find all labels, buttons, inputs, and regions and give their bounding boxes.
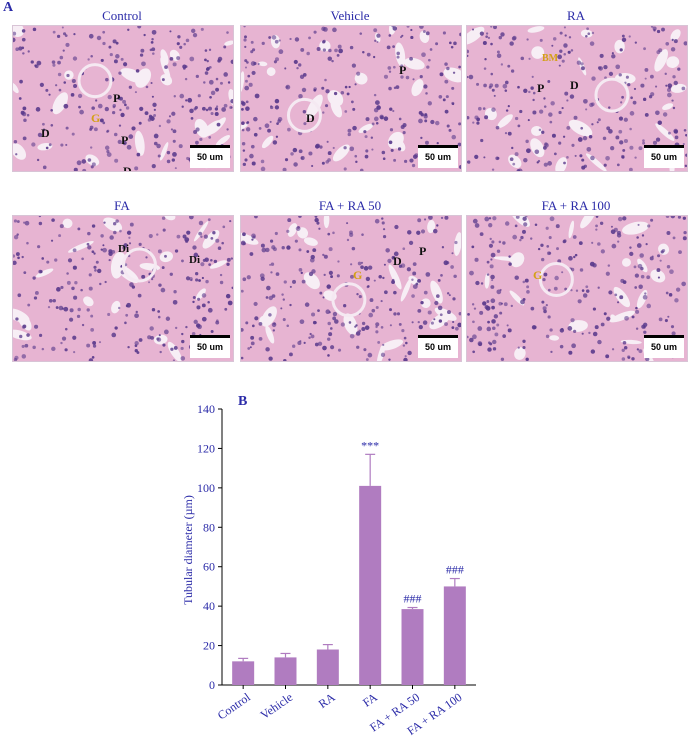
y-tick-label: 140 <box>197 402 215 416</box>
label-g: G <box>533 268 543 282</box>
tubular-diameter-chart: B Tubular diameter (µm) 0 20 40 60 80 100 120 1… <box>181 394 476 738</box>
scale-bar: 50 um <box>418 145 458 168</box>
label-bm: BM <box>542 53 559 64</box>
label-d: D <box>41 126 50 140</box>
micrograph-ra: RA BM P D 50 um <box>466 8 688 172</box>
y-tick-label: 20 <box>203 639 215 653</box>
label-p: P <box>537 81 545 95</box>
micrograph-caption: Control <box>102 8 142 23</box>
x-tick-label: Control <box>215 690 254 723</box>
micrograph-caption: FA + RA 50 <box>318 198 382 213</box>
label-p: P <box>419 244 427 258</box>
label-d: D <box>570 78 579 92</box>
y-tick-label: 60 <box>203 560 215 574</box>
x-tick-label: RA <box>316 690 338 711</box>
tissue-image: P G D P D 50 um <box>12 25 234 172</box>
label-p: P <box>113 91 121 105</box>
label-di: Di <box>189 254 200 266</box>
tissue-image: G 50 um <box>466 215 688 362</box>
x-tick-label: FA <box>360 690 380 710</box>
micrograph-fa-ra100: FA + RA 100 G 50 um <box>466 198 688 362</box>
tissue-image: BM P D 50 um <box>466 25 688 172</box>
bar <box>359 485 382 685</box>
y-tick-label: 100 <box>197 481 215 495</box>
scale-bar: 50 um <box>190 335 230 358</box>
bar <box>274 657 297 685</box>
micrograph-caption: FA <box>114 198 130 213</box>
y-tick-label: 0 <box>209 678 215 692</box>
label-g: G <box>353 268 363 282</box>
label-d: D <box>393 254 402 268</box>
y-tick-label: 120 <box>197 441 215 455</box>
label-p: P <box>399 63 407 77</box>
micrograph-caption: Vehicle <box>330 8 370 23</box>
significance-mark: ### <box>404 592 422 606</box>
y-axis-label: Tubular diameter (µm) <box>181 495 195 605</box>
scale-bar: 50 um <box>644 145 684 168</box>
micrograph-control: Control P G D P D 50 um <box>12 8 234 172</box>
bar <box>401 609 424 685</box>
micrograph-fa-ra50: FA + RA 50 G D P 50 um <box>240 198 462 362</box>
scale-bar: 50 um <box>190 145 230 168</box>
scale-bar: 50 um <box>644 335 684 358</box>
y-tick-label: 80 <box>203 520 215 534</box>
micrograph-vehicle: Vehicle P D 50 um <box>240 8 462 172</box>
plot-area: 0 20 40 60 80 100 120 140 Control Vehicle RA *** FA #… <box>197 402 476 738</box>
scale-bar: 50 um <box>418 335 458 358</box>
micrograph-caption: RA <box>566 8 586 23</box>
bar <box>443 586 466 685</box>
significance-mark: ### <box>446 563 464 577</box>
micrograph-caption: FA + RA 100 <box>541 198 611 213</box>
panel-a-label: A <box>3 0 14 15</box>
label-di: Di <box>118 243 129 255</box>
micrograph-fa: FA Di Di 50 um <box>12 198 234 362</box>
label-g: G <box>91 111 101 125</box>
tissue-image: G D P 50 um <box>240 215 462 362</box>
bar <box>316 649 339 685</box>
panel-b-label: B <box>238 394 247 409</box>
y-tick-label: 40 <box>203 599 215 613</box>
x-tick-label: Vehicle <box>258 690 296 722</box>
label-d: D <box>123 164 132 172</box>
label-d: D <box>306 111 315 125</box>
tissue-image: Di Di 50 um <box>12 215 234 362</box>
bar <box>232 661 255 685</box>
significance-mark: *** <box>361 438 379 452</box>
tissue-image: P D 50 um <box>240 25 462 172</box>
label-p: P <box>121 133 129 147</box>
